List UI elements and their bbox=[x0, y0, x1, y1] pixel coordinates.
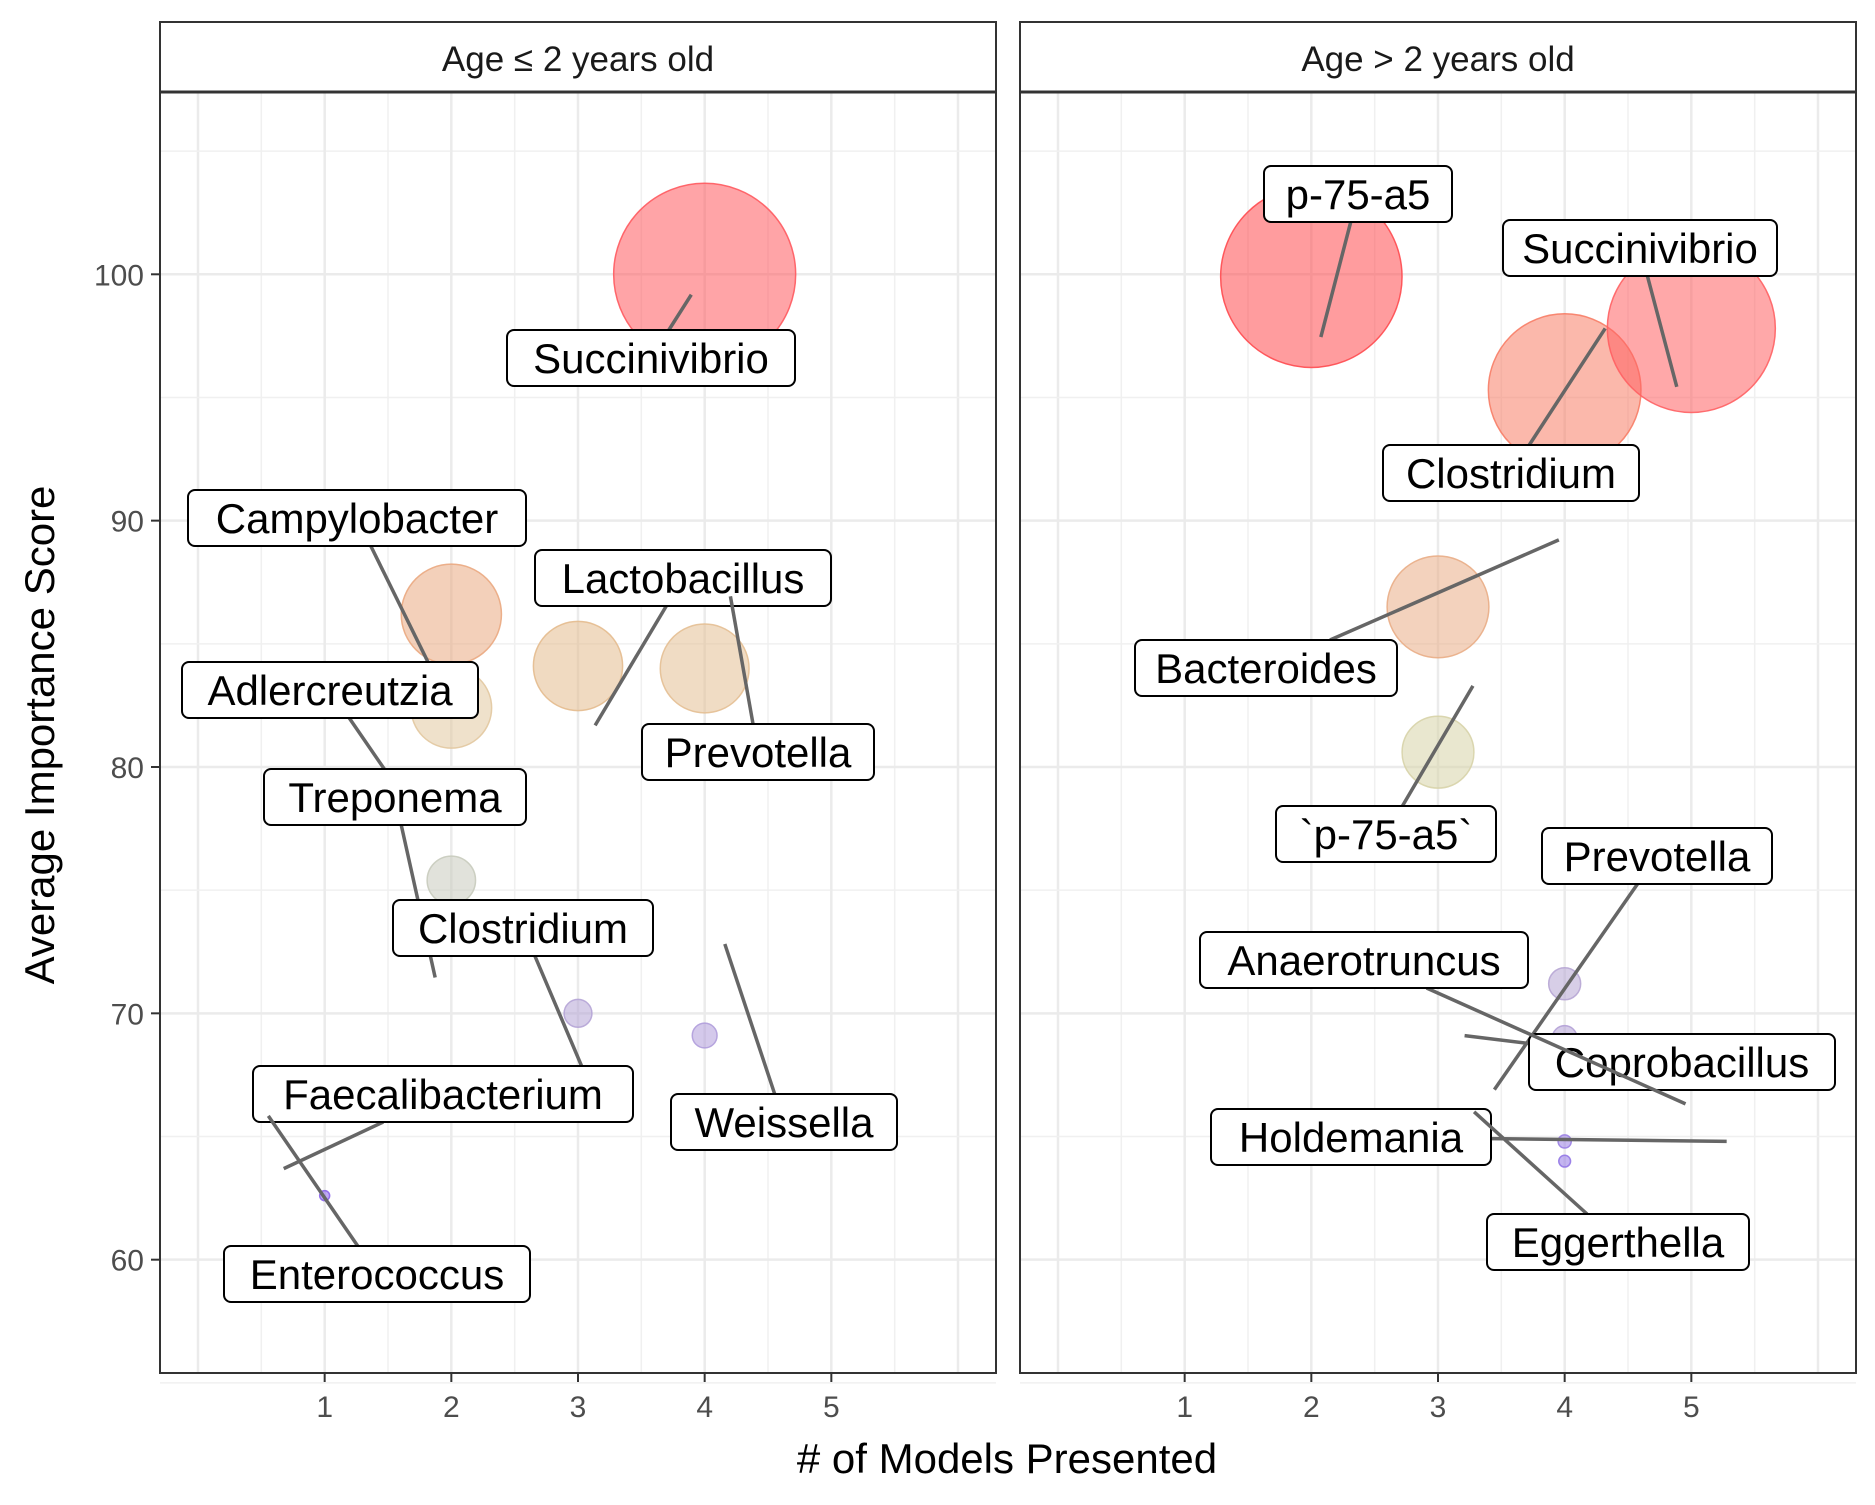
x-tick-label: 4 bbox=[696, 1391, 713, 1424]
x-tick-label: 3 bbox=[1430, 1391, 1447, 1424]
label-box bbox=[1275, 805, 1497, 863]
x-tick-label: 1 bbox=[316, 1391, 333, 1424]
x-axis-title: # of Models Presented bbox=[797, 1435, 1217, 1482]
label-box bbox=[1486, 1213, 1750, 1271]
label-leader-line bbox=[1492, 883, 1639, 1091]
y-tick-label: 70 bbox=[111, 998, 144, 1031]
label-leader-line bbox=[266, 1114, 360, 1247]
point-label: Prevotella bbox=[665, 729, 852, 776]
label-leader-line bbox=[667, 293, 693, 331]
label-leader-line bbox=[1425, 986, 1687, 1106]
label-leader-line bbox=[1472, 1110, 1589, 1216]
point-label: Clostridium bbox=[1406, 450, 1616, 497]
facet-strip bbox=[159, 21, 997, 93]
bubble-point bbox=[400, 563, 503, 666]
label-box bbox=[1502, 219, 1778, 277]
point-label: `p-75-a5` bbox=[1300, 811, 1473, 858]
axes-layer: 1 2 3 4 5 60 70 80 90 100 1 2 3 4 5 bbox=[94, 259, 1700, 1424]
label-box bbox=[1210, 1108, 1492, 1166]
point-label: Clostridium bbox=[418, 905, 628, 952]
label-leader-line bbox=[1490, 1136, 1727, 1144]
y-tick-label: 60 bbox=[111, 1245, 144, 1278]
label-box bbox=[1263, 165, 1453, 223]
labels-layer: Succinivibrio Campylobacter Lactobacillus P… bbox=[181, 165, 1836, 1303]
label-box bbox=[187, 489, 527, 547]
grid-layer bbox=[160, 92, 1856, 1384]
x-tick-label: 5 bbox=[1683, 1391, 1700, 1424]
y-axis-title: Average Importance Score bbox=[16, 486, 63, 985]
bubble-point bbox=[1557, 1134, 1573, 1149]
label-box bbox=[252, 1065, 634, 1123]
bubble-point bbox=[1401, 715, 1475, 789]
bubble-point bbox=[691, 1022, 718, 1049]
x-tick-label: 2 bbox=[443, 1391, 460, 1424]
label-box bbox=[181, 661, 479, 719]
bubble-point bbox=[532, 620, 624, 712]
label-box bbox=[670, 1093, 898, 1151]
point-label: Prevotella bbox=[1564, 833, 1751, 880]
label-leader-line bbox=[723, 943, 777, 1095]
x-tick-label: 3 bbox=[570, 1391, 587, 1424]
label-box bbox=[263, 768, 527, 826]
bubble-point bbox=[563, 998, 593, 1028]
label-box bbox=[506, 329, 796, 387]
point-label: Treponema bbox=[288, 774, 502, 821]
point-label: Campylobacter bbox=[216, 495, 498, 542]
point-label: Succinivibrio bbox=[533, 335, 769, 382]
point-label: Holdemania bbox=[1239, 1114, 1464, 1161]
frame-layer: Age ≤ 2 years old Age > 2 years old bbox=[159, 21, 1857, 1374]
x-tick-label: 5 bbox=[823, 1391, 840, 1424]
x-tick-label: 4 bbox=[1556, 1391, 1573, 1424]
bubble-point bbox=[659, 623, 750, 714]
label-box bbox=[641, 723, 875, 781]
y-tick-label: 80 bbox=[111, 752, 144, 785]
label-leader-line bbox=[593, 605, 668, 727]
label-leader-line bbox=[1527, 327, 1607, 446]
point-label: Anaerotruncus bbox=[1227, 937, 1500, 984]
label-box bbox=[1134, 639, 1398, 697]
point-label: Lactobacillus bbox=[562, 555, 805, 602]
point-label: Weissella bbox=[695, 1099, 875, 1146]
point-label: Enterococcus bbox=[250, 1251, 504, 1298]
point-label: p-75-a5 bbox=[1286, 171, 1431, 218]
label-box bbox=[223, 1245, 531, 1303]
point-label: Eggerthella bbox=[1512, 1219, 1725, 1266]
label-box bbox=[1528, 1033, 1836, 1091]
label-box bbox=[1382, 444, 1640, 502]
label-leader-line bbox=[1319, 221, 1353, 338]
y-tick-label: 90 bbox=[111, 506, 144, 539]
label-box bbox=[1199, 931, 1529, 989]
point-label: Adlercreutzia bbox=[207, 667, 453, 714]
label-leader-line bbox=[1329, 538, 1560, 642]
label-box bbox=[392, 899, 654, 957]
y-tick-label: 100 bbox=[94, 259, 144, 292]
x-tick-label: 2 bbox=[1303, 1391, 1320, 1424]
facet-title: Age ≤ 2 years old bbox=[442, 40, 714, 79]
bubble-point bbox=[1558, 1154, 1572, 1168]
label-leader-line bbox=[533, 955, 584, 1068]
facet-title: Age > 2 years old bbox=[1301, 40, 1574, 79]
label-leader-line bbox=[1645, 275, 1679, 388]
point-label: Succinivibrio bbox=[1522, 225, 1758, 272]
label-box bbox=[534, 549, 832, 607]
label-leader-line bbox=[1400, 684, 1475, 807]
x-tick-label: 1 bbox=[1176, 1391, 1193, 1424]
point-label: Bacteroides bbox=[1155, 645, 1377, 692]
label-box bbox=[1541, 827, 1773, 885]
facet-strip bbox=[1019, 21, 1857, 93]
bubble-point bbox=[426, 855, 477, 906]
label-leader-line bbox=[728, 595, 755, 725]
point-label: Faecalibacterium bbox=[283, 1071, 603, 1118]
label-leader-line bbox=[1464, 1033, 1530, 1046]
